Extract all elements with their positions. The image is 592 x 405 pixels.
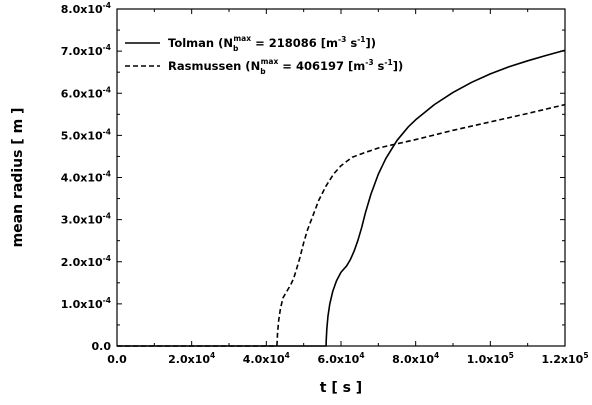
- y-ticks: 0.0 1.0x10-4 2.0x10-4 3.0x10-4 4.0x10-4 5.0x1…: [61, 1, 565, 353]
- y-tick-label: 8.0x10-4: [61, 1, 111, 16]
- series-line-rasmussen: [117, 103, 566, 347]
- x-tick-label: 1.0x105: [467, 351, 514, 366]
- legend-label-rasmussen: Rasmussen (Nbmax = 406197 [m-3 s-1]): [168, 57, 403, 76]
- legend-label-tolman: Tolman (Nbmax = 218086 [m-3 s-1]): [168, 34, 376, 53]
- y-tick-label: 2.0x10-4: [61, 254, 111, 269]
- y-tick-label: 6.0x10-4: [61, 85, 111, 100]
- x-tick-label: 8.0x104: [392, 351, 439, 366]
- legend: Tolman (Nbmax = 218086 [m-3 s-1]) Rasmuss…: [125, 34, 403, 76]
- x-axis-label: t [ s ]: [320, 380, 362, 396]
- x-tick-label: 4.0x104: [243, 351, 290, 366]
- series-line-tolman: [117, 49, 566, 347]
- series-group: [117, 49, 566, 347]
- y-tick-label: 0.0: [92, 340, 112, 353]
- y-tick-label: 5.0x10-4: [61, 127, 111, 142]
- y-tick-label: 1.0x10-4: [61, 296, 111, 311]
- y-tick-label: 3.0x10-4: [61, 212, 111, 227]
- x-tick-label: 6.0x104: [317, 351, 364, 366]
- x-tick-label: 1.2x105: [541, 351, 588, 366]
- y-axis-label: mean radius [ m ]: [10, 108, 26, 248]
- x-tick-label: 2.0x104: [168, 351, 215, 366]
- y-tick-label: 4.0x10-4: [61, 170, 111, 185]
- x-tick-label: 0.0: [107, 353, 127, 366]
- x-ticks: 0.0 2.0x104 4.0x104 6.0x104 8.0x104 1.0x105 1.…: [107, 9, 589, 366]
- y-tick-label: 7.0x10-4: [61, 43, 111, 58]
